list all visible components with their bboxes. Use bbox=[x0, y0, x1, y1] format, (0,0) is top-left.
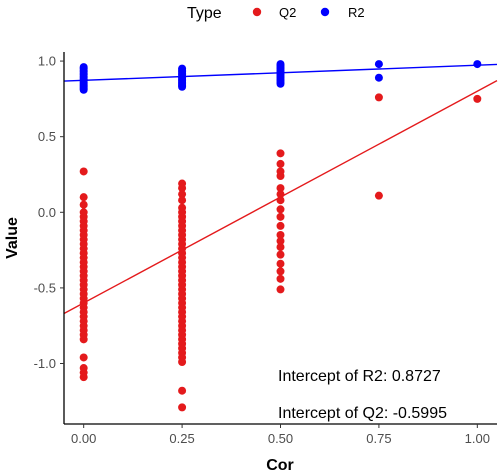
point-q2 bbox=[276, 159, 285, 168]
point-q2 bbox=[178, 358, 187, 366]
point-q2 bbox=[79, 335, 88, 344]
point-r2 bbox=[178, 82, 187, 91]
point-q2 bbox=[276, 230, 285, 239]
point-q2 bbox=[276, 237, 285, 246]
point-q2 bbox=[276, 212, 285, 221]
y-axis-title: Value bbox=[4, 217, 21, 259]
y-tick-label: 1.0 bbox=[38, 54, 56, 69]
point-q2 bbox=[276, 149, 285, 158]
x-tick-label: 0.50 bbox=[268, 431, 293, 446]
point-r2 bbox=[473, 60, 482, 69]
point-q2 bbox=[178, 386, 187, 395]
point-q2 bbox=[276, 250, 285, 259]
point-q2 bbox=[276, 274, 285, 283]
point-q2 bbox=[276, 190, 285, 199]
annotation-q2-intercept: Intercept of Q2: -0.5995 bbox=[278, 405, 447, 422]
point-q2 bbox=[276, 205, 285, 214]
y-tick-label: -1.0 bbox=[34, 356, 56, 371]
legend-title: Type bbox=[187, 5, 222, 22]
point-r2 bbox=[374, 73, 383, 82]
point-r2 bbox=[276, 79, 285, 88]
point-q2 bbox=[79, 193, 88, 202]
point-q2 bbox=[276, 243, 285, 252]
y-tick-label: -0.5 bbox=[34, 280, 56, 295]
legend-label-q2: Q2 bbox=[279, 5, 296, 20]
point-q2 bbox=[473, 94, 482, 103]
x-tick-label: 0.75 bbox=[366, 431, 391, 446]
point-q2 bbox=[79, 373, 88, 382]
data-points bbox=[79, 60, 482, 412]
y-tick-label: 0.5 bbox=[38, 129, 56, 144]
legend: Type Q2 R2 bbox=[187, 5, 365, 22]
point-q2 bbox=[374, 93, 383, 102]
legend-swatch-r2 bbox=[320, 7, 330, 17]
y-tick-label: 0.0 bbox=[38, 205, 56, 220]
point-q2 bbox=[276, 172, 285, 180]
point-q2 bbox=[178, 184, 187, 193]
legend-swatch-q2 bbox=[252, 7, 262, 17]
x-axis-ticks: 0.00 0.25 0.50 0.75 1.00 bbox=[71, 424, 490, 446]
point-q2 bbox=[79, 167, 88, 176]
point-q2 bbox=[276, 267, 285, 276]
x-tick-label: 1.00 bbox=[465, 431, 490, 446]
point-q2 bbox=[276, 196, 285, 205]
point-q2 bbox=[178, 403, 187, 412]
point-q2 bbox=[374, 191, 383, 200]
point-q2 bbox=[79, 353, 88, 362]
x-tick-label: 0.00 bbox=[71, 431, 96, 446]
point-q2 bbox=[178, 196, 187, 205]
point-q2 bbox=[276, 221, 285, 230]
x-axis-title: Cor bbox=[266, 457, 294, 474]
point-q2 bbox=[79, 200, 88, 209]
annotation-r2-intercept: Intercept of R2: 0.8727 bbox=[278, 368, 441, 385]
x-tick-label: 0.25 bbox=[169, 431, 194, 446]
point-q2 bbox=[276, 184, 285, 193]
point-q2 bbox=[276, 259, 285, 268]
point-q2 bbox=[178, 190, 187, 199]
point-r2 bbox=[79, 85, 88, 94]
point-q2 bbox=[276, 285, 285, 294]
y-axis-ticks: -1.0 -0.5 0.0 0.5 1.0 bbox=[34, 54, 64, 371]
legend-label-r2: R2 bbox=[348, 5, 365, 20]
point-r2 bbox=[374, 60, 383, 69]
